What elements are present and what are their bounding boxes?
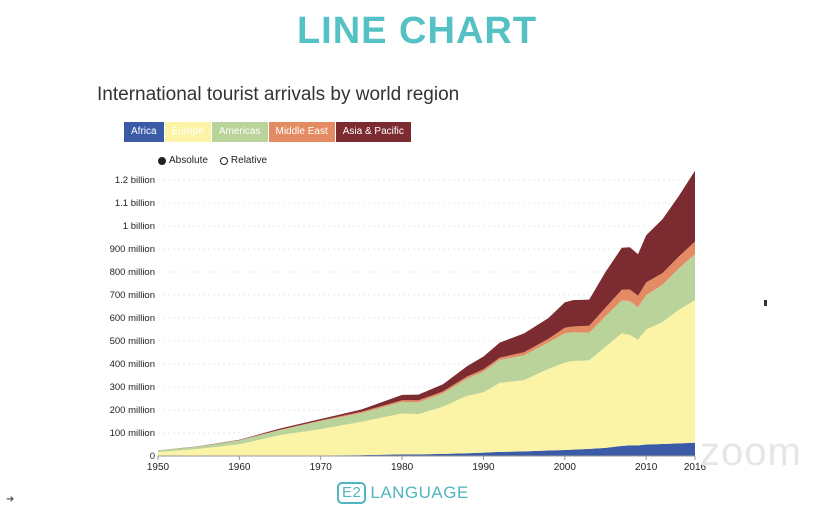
chart-title: International tourist arrivals by world …: [97, 84, 460, 105]
y-tick-label: 500 million: [110, 336, 155, 347]
y-tick-label: 900 million: [110, 244, 155, 255]
area-series-africa[interactable]: [158, 442, 695, 456]
x-tick-label: 2000: [554, 462, 577, 473]
arrow-right-icon[interactable]: ➜: [6, 494, 15, 505]
x-tick-label: 1950: [147, 462, 170, 473]
x-tick-label: 1960: [228, 462, 251, 473]
y-tick-label: 400 million: [110, 359, 155, 370]
area-series-group: [158, 170, 695, 456]
x-tick-label: 2010: [635, 462, 658, 473]
y-tick-label: 1.2 billion: [115, 175, 155, 186]
x-tick-label: 1980: [391, 462, 414, 473]
zoom-watermark: zoom: [700, 430, 802, 474]
relative-option[interactable]: Relative: [219, 155, 268, 166]
absolute-label: Absolute: [169, 155, 208, 166]
mode-toggle: Absolute Relative: [158, 155, 279, 166]
x-tick-label: 1970: [310, 462, 333, 473]
radio-selected-icon[interactable]: [158, 156, 166, 165]
y-tick-label: 200 million: [110, 405, 155, 416]
radio-unselected-icon[interactable]: [219, 156, 228, 165]
area-series-europe[interactable]: [158, 300, 695, 456]
area-series-americas[interactable]: [158, 254, 695, 453]
mouse-cursor-icon: [764, 300, 767, 306]
y-tick-label: 700 million: [110, 290, 155, 301]
legend-item-africa[interactable]: Africa: [124, 122, 165, 142]
legend-item-europe[interactable]: Europe: [164, 122, 212, 142]
y-tick-label: 100 million: [110, 428, 155, 439]
y-tick-label: 300 million: [110, 382, 155, 393]
y-tick-label: 0: [150, 451, 155, 462]
y-tick-label: 1.1 billion: [115, 198, 155, 209]
x-tick-label: 1990: [472, 462, 495, 473]
x-tick-label: 2016: [684, 462, 707, 473]
logo-text: LANGUAGE: [370, 483, 469, 502]
relative-label: Relative: [230, 155, 268, 166]
axes: 0 100 million 200 million 300 million 400 mi…: [110, 175, 707, 473]
legend-item-middle-east[interactable]: Middle East: [268, 122, 336, 142]
legend-item-americas[interactable]: Americas: [211, 122, 269, 142]
area-series-asia-pacific[interactable]: [158, 170, 695, 451]
y-tick-label: 800 million: [110, 267, 155, 278]
y-tick-label: 1 billion: [123, 221, 155, 232]
absolute-option[interactable]: Absolute: [158, 155, 208, 166]
slide-title: LINE CHART: [296, 10, 538, 52]
legend-item-asia-pacific[interactable]: Asia & Pacific: [335, 122, 412, 142]
e2-language-logo: E2 LANGUAGE: [337, 482, 469, 504]
logo-mark: E2: [337, 482, 367, 504]
legend: Africa Europe Americas Middle East Asia & Pa…: [124, 122, 412, 142]
y-tick-label: 600 million: [110, 313, 155, 324]
